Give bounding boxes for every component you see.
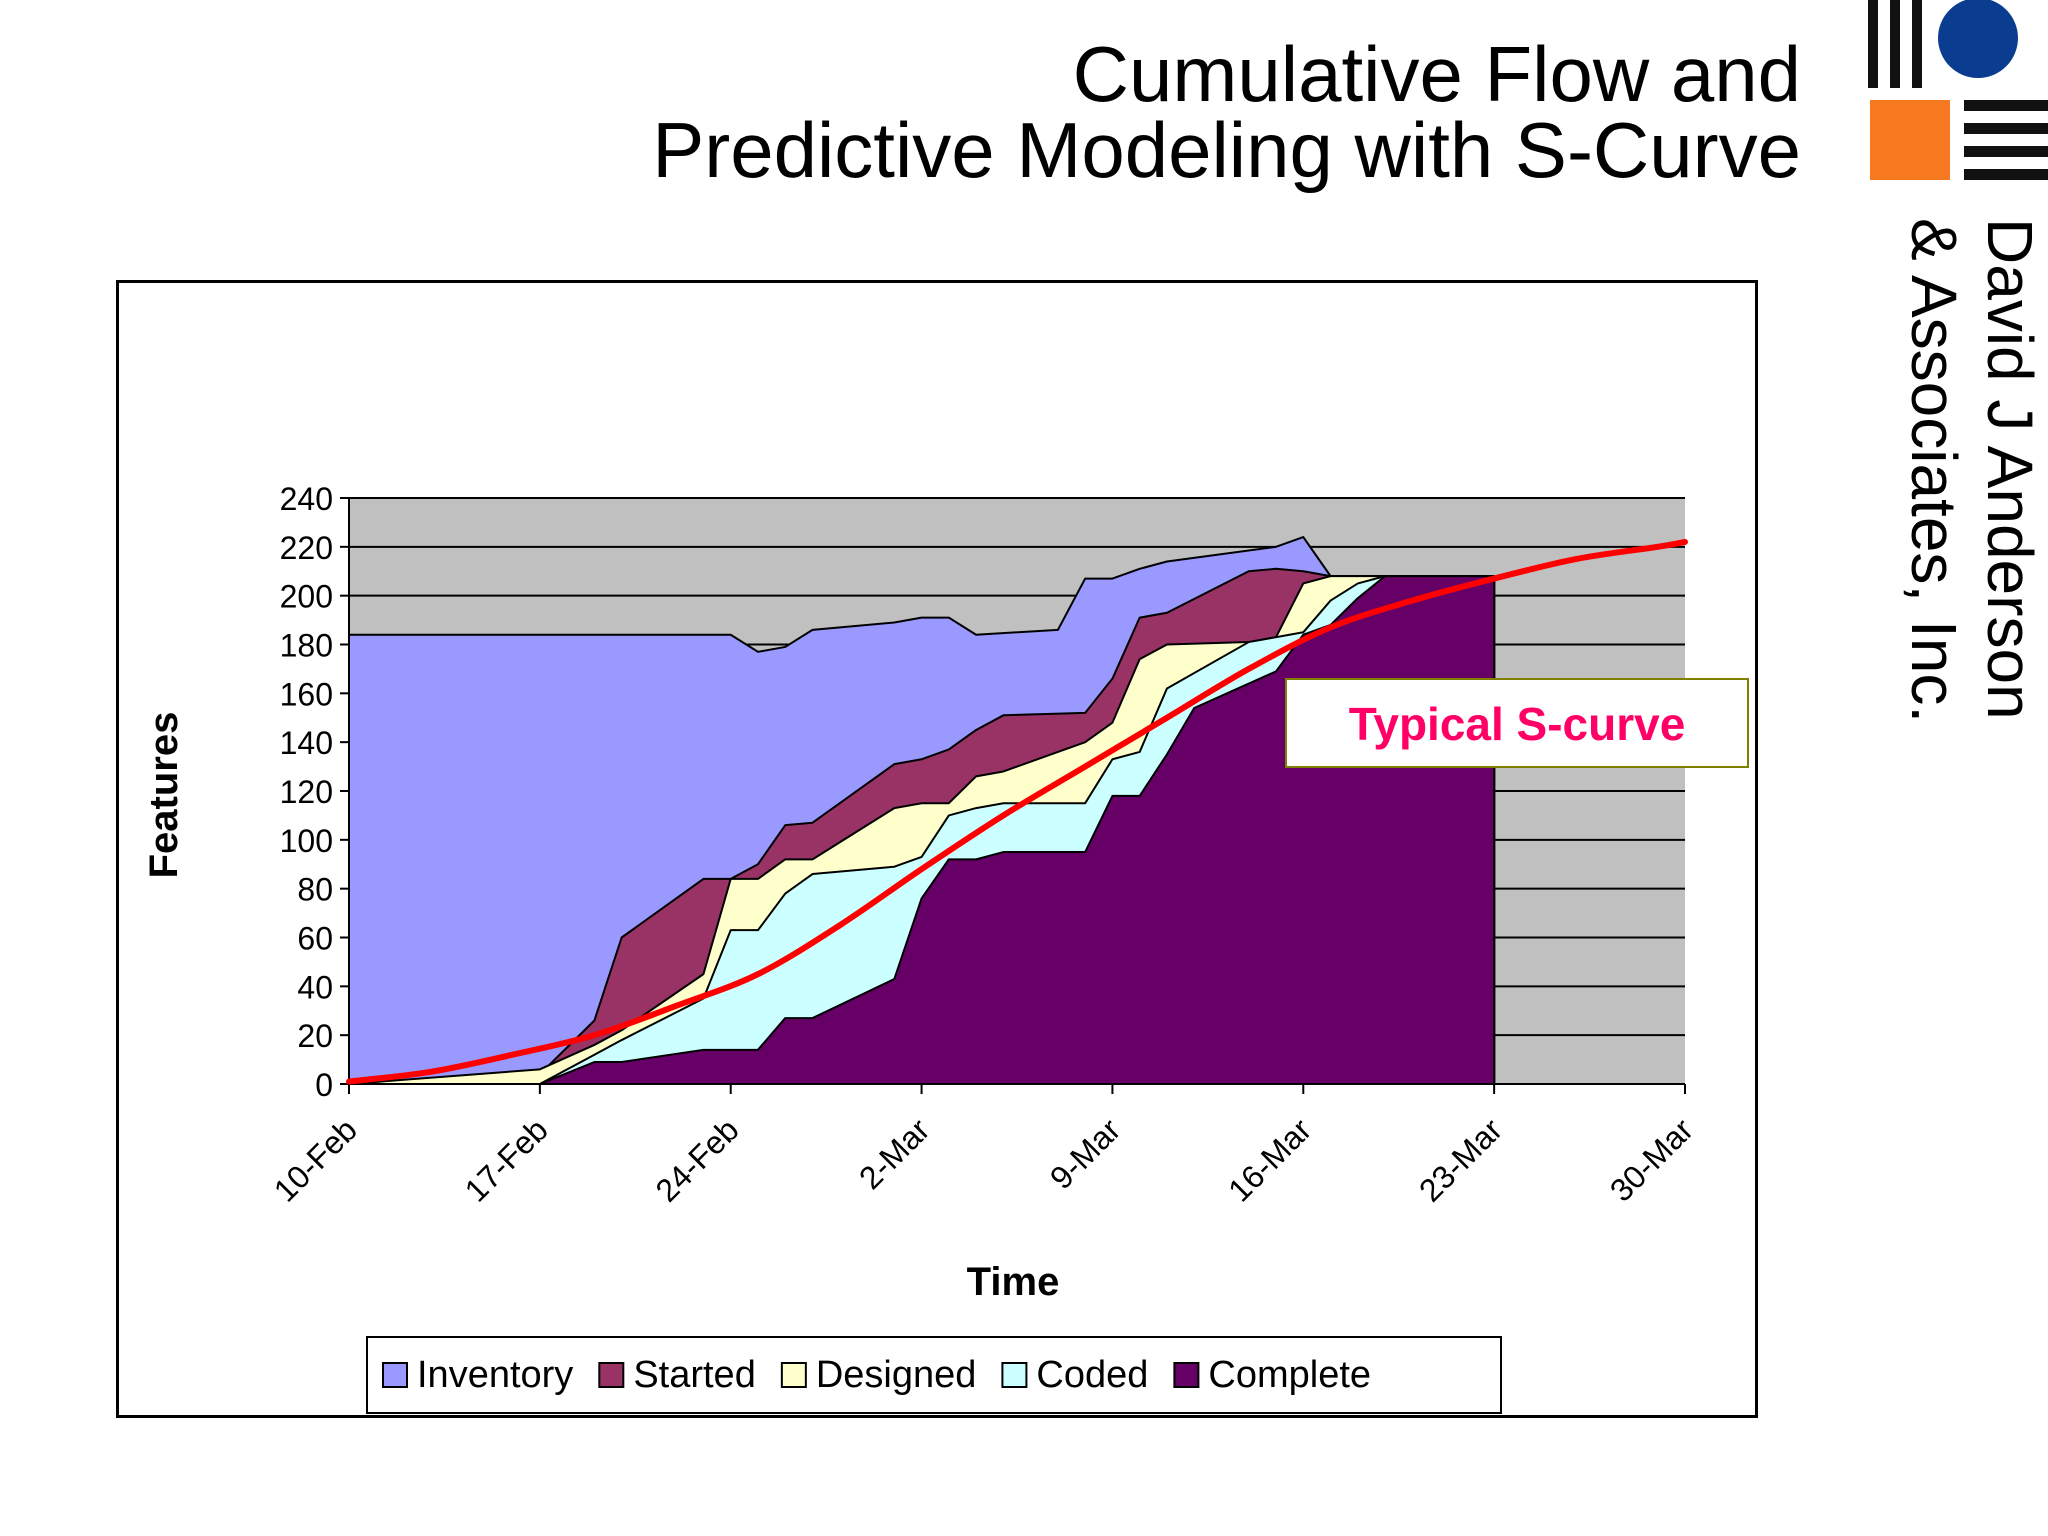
legend-swatch-designed [780, 1362, 807, 1388]
x-axis-label: Time [967, 1260, 1060, 1304]
y-tick-label: 200 [280, 579, 333, 615]
x-tick-label: 10-Feb [267, 1111, 364, 1208]
y-tick-label: 60 [297, 921, 333, 957]
company-name: David J Anderson & Associates, Inc. [1896, 218, 2048, 723]
logo-bars-top-left [1868, 0, 1922, 88]
y-tick-label: 100 [280, 823, 333, 859]
legend-label-designed: Designed [816, 1354, 977, 1396]
area-complete [348, 575, 1496, 1085]
stacked-areas [348, 536, 1496, 1085]
legend-swatch-started [598, 1362, 625, 1388]
legend-box [366, 1336, 1502, 1414]
legend-label-complete: Complete [1208, 1354, 1371, 1396]
annotation-box [1285, 678, 1749, 768]
title-line-2: Predictive Modeling with S-Curve [652, 106, 1801, 194]
y-tick-label: 220 [280, 530, 333, 566]
legend-items: Inventory Started Designed Coded Complete [382, 1354, 1371, 1396]
y-tick-label: 20 [297, 1018, 333, 1054]
y-tick-label: 240 [280, 481, 333, 517]
cumulative-flow-chart: 0 20 40 60 80 100 120 140 160 180 200 220 240 10-Feb… [142, 481, 1749, 1414]
y-tick-label: 180 [280, 628, 333, 664]
x-tick-label: 30-Mar [1603, 1111, 1700, 1208]
legend-swatch-complete [1173, 1362, 1200, 1388]
y-tick-label: 80 [297, 872, 333, 908]
x-tick-label: 17-Feb [458, 1111, 555, 1208]
x-tick-label: 24-Feb [649, 1111, 746, 1208]
x-tick-label: 16-Mar [1221, 1111, 1318, 1208]
s-curve-annotation: Typical S-curve [1285, 678, 1749, 768]
x-tick-label: 2-Mar [852, 1111, 937, 1196]
company-logo [1868, 0, 2048, 180]
y-tick-label: 120 [280, 774, 333, 810]
y-tick-label: 0 [315, 1067, 333, 1103]
y-tick-label: 140 [280, 725, 333, 761]
legend-label-coded: Coded [1036, 1354, 1148, 1396]
x-tick-label: 9-Mar [1043, 1111, 1128, 1196]
logo-orange-square [1870, 100, 1950, 180]
x-tick-label: 23-Mar [1412, 1111, 1509, 1208]
legend-swatch-inventory [382, 1362, 408, 1388]
logo-bars-bottom-right [1964, 100, 2048, 180]
logo-blue-circle [1938, 0, 2018, 78]
s-curve-line [346, 538, 1688, 1085]
legend: Inventory Started Designed Coded Complete [366, 1336, 1502, 1414]
y-axis-label: Features [142, 712, 186, 879]
chart-frame: 0 20 40 60 80 100 120 140 160 180 200 220 240 10-Feb… [116, 280, 1758, 1418]
legend-label-inventory: Inventory [417, 1354, 573, 1396]
y-axis-ticks: 0 20 40 60 80 100 120 140 160 180 200 220 240 [280, 481, 349, 1103]
title-line-1: Cumulative Flow and [1072, 30, 1801, 118]
slide-title: Cumulative Flow and Predictive Modeling … [501, 30, 1801, 194]
y-tick-label: 40 [297, 969, 333, 1005]
y-tick-label: 160 [280, 676, 333, 712]
company-name-line-1: David J Anderson [1974, 218, 2046, 720]
legend-swatch-coded [1001, 1362, 1028, 1388]
annotation-label: Typical S-curve [1349, 698, 1686, 750]
company-name-line-2: & Associates, Inc. [1898, 218, 1970, 724]
x-axis-ticks: 10-Feb 17-Feb 24-Feb 2-Mar 9-Mar 16-Mar 23-Mar… [267, 1084, 1700, 1209]
legend-label-started: Started [633, 1354, 756, 1396]
